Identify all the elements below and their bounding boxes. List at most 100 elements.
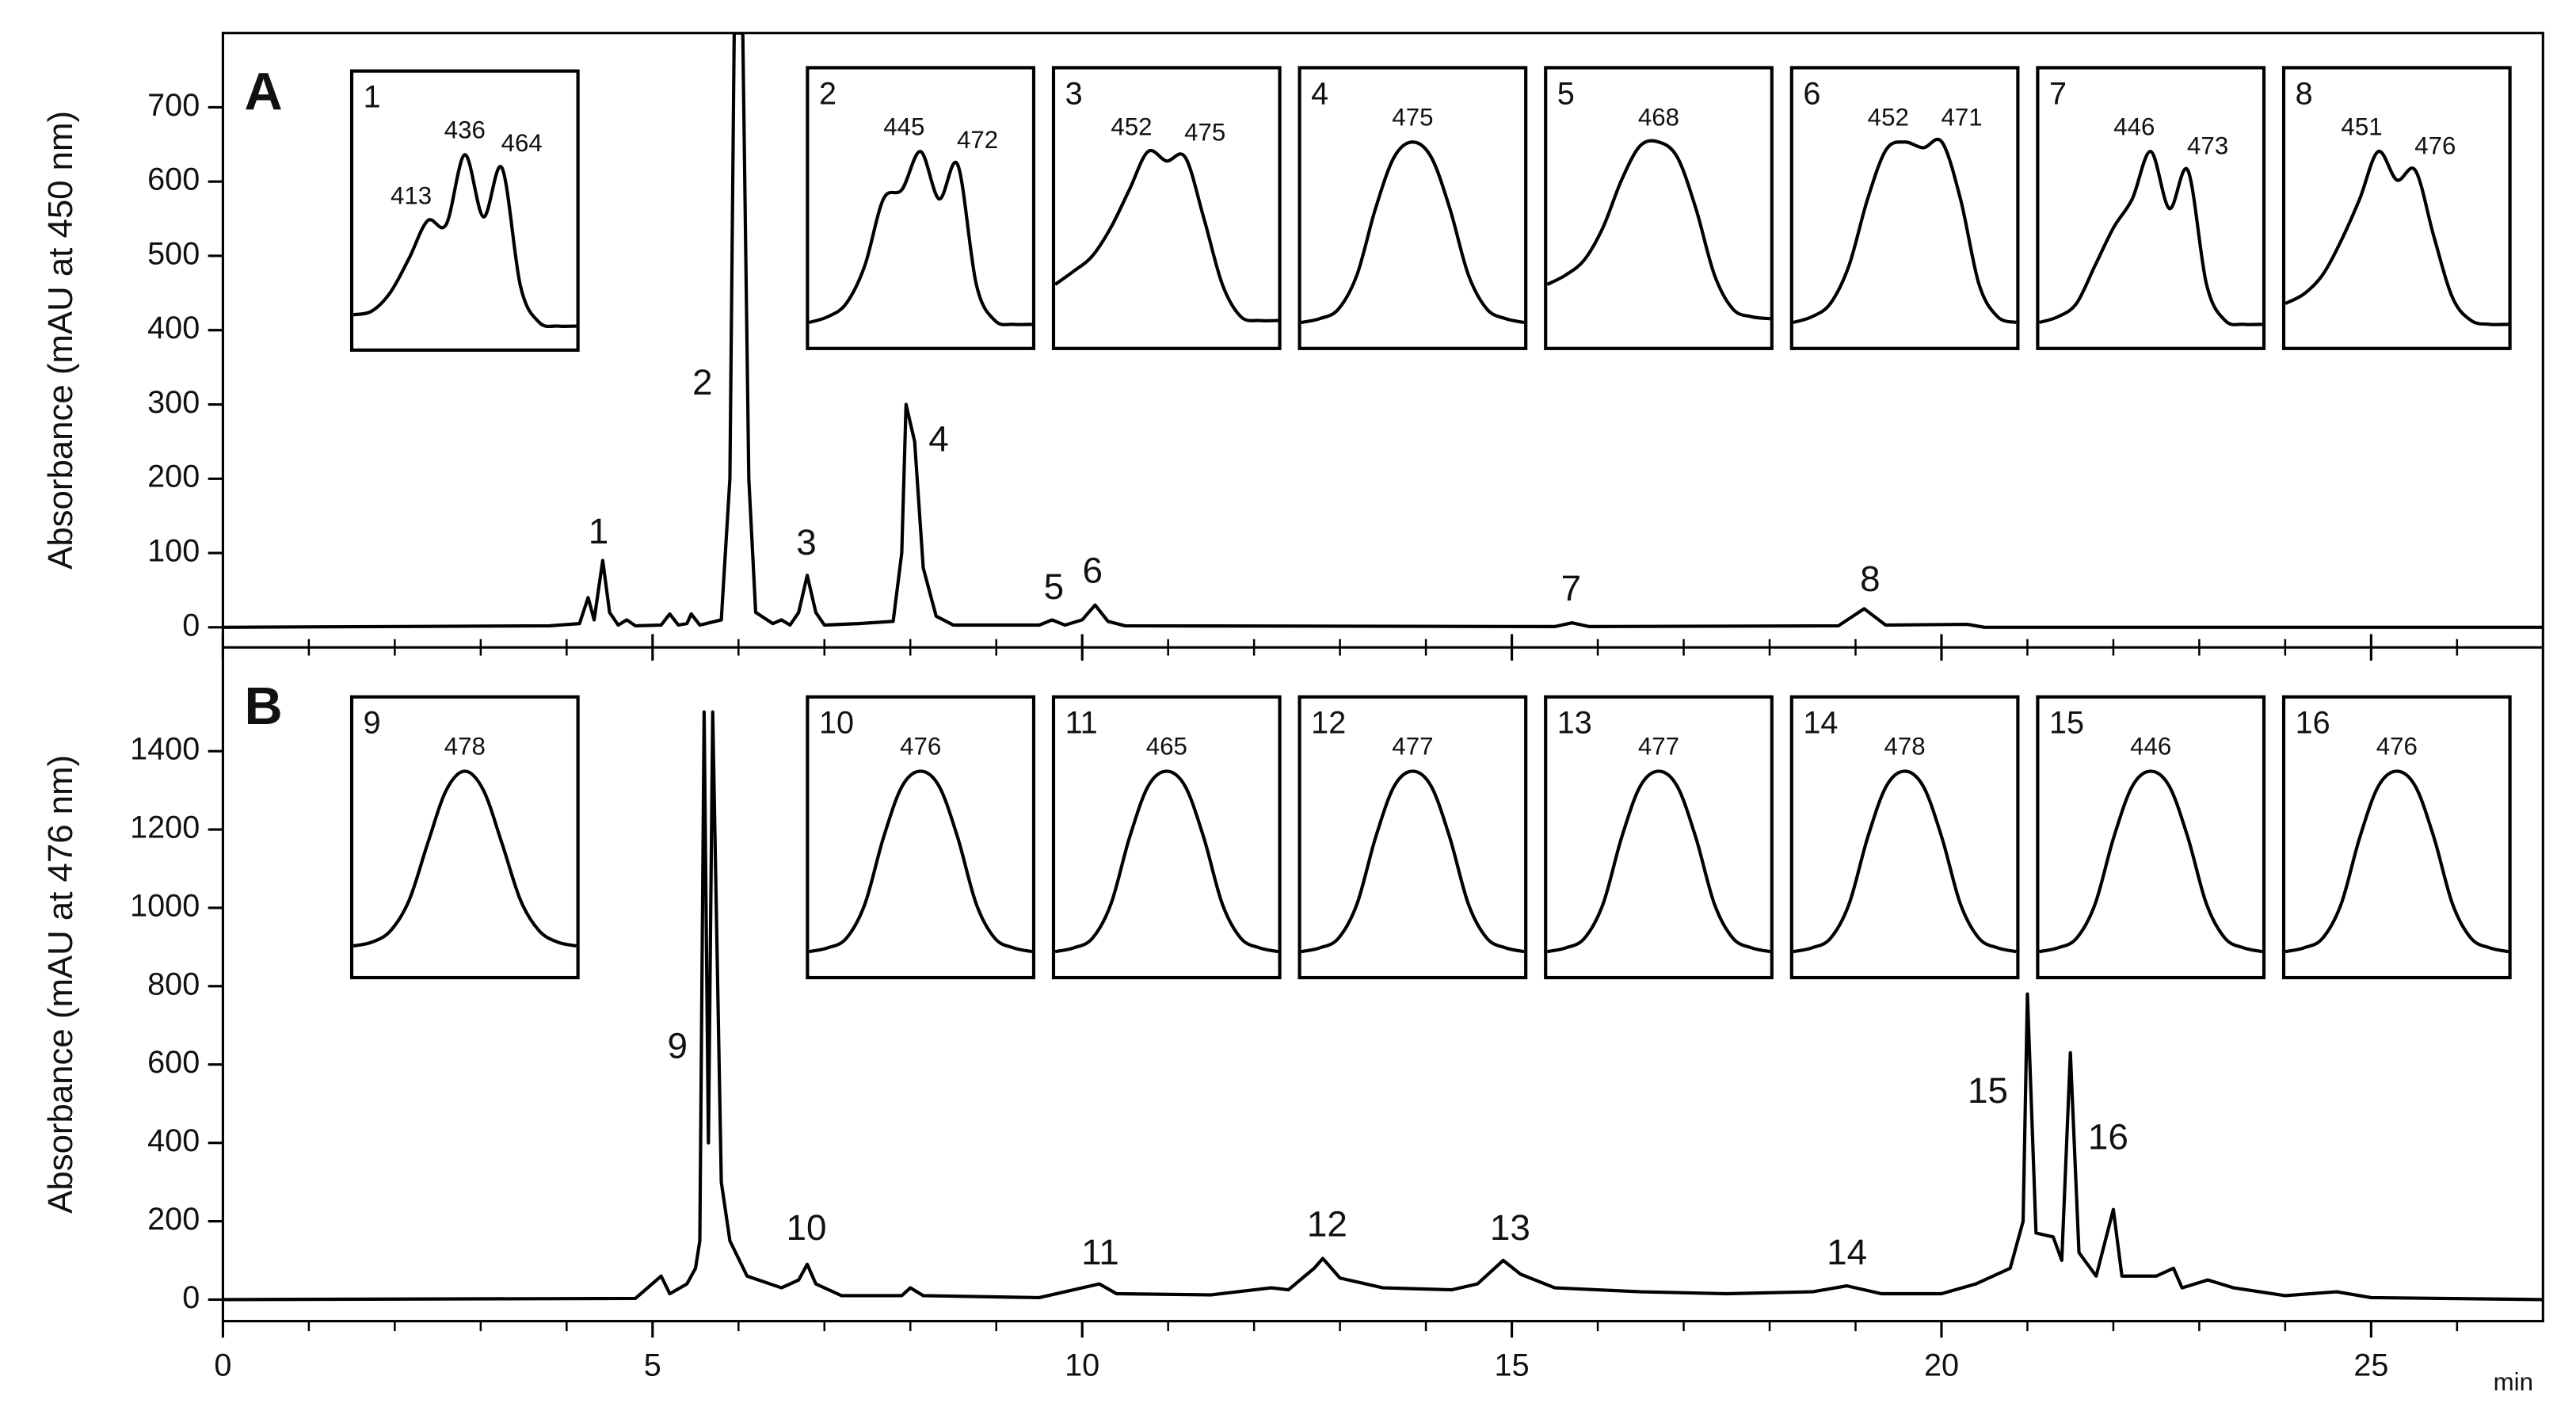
inset-spectrum — [808, 150, 1032, 326]
inset-wavelength: 478 — [1884, 733, 1926, 761]
inset-label: 2 — [819, 76, 836, 111]
x-tick-label: 10 — [1065, 1348, 1099, 1382]
inset-spectrum — [2284, 769, 2509, 954]
y-tick-label: 0 — [182, 1280, 200, 1315]
inset-label: 3 — [1065, 76, 1083, 111]
inset-spectrum — [1793, 769, 2017, 954]
inset-wavelength: 446 — [2113, 112, 2155, 140]
inset-wavelength: 465 — [1146, 733, 1187, 761]
y-tick-label: 700 — [147, 88, 200, 123]
x-tick-label: 0 — [214, 1348, 231, 1382]
peak-label: 9 — [668, 1025, 688, 1066]
x-tick-label: 5 — [644, 1348, 661, 1382]
inset-box — [1789, 695, 2020, 980]
inset-wavelength: 445 — [883, 112, 924, 140]
x-tick-label: 20 — [1924, 1348, 1959, 1382]
inset-box — [2036, 66, 2266, 350]
inset-box — [2036, 695, 2266, 980]
inset-spectrum — [1054, 769, 1278, 954]
inset-wavelength: 464 — [501, 129, 543, 157]
inset-wavelength: 477 — [1638, 733, 1679, 761]
inset-wavelength: 468 — [1638, 103, 1679, 131]
inset-box — [2281, 695, 2512, 980]
peak-label: 8 — [1860, 558, 1881, 599]
inset-label: 16 — [2296, 706, 2330, 741]
inset-spectrum — [2038, 150, 2262, 326]
chromatogram-trace — [223, 710, 2544, 1302]
inset-wavelength: 476 — [2414, 132, 2456, 159]
x-tick-label: 15 — [1495, 1348, 1530, 1382]
inset-spectrum — [2284, 150, 2509, 326]
inset-label: 8 — [2296, 76, 2313, 111]
panel-label: A — [245, 63, 283, 122]
y-tick-label: 300 — [147, 385, 200, 420]
peak-label: 10 — [786, 1207, 826, 1248]
inset-box — [1544, 695, 1774, 980]
inset-wavelength: 476 — [2376, 733, 2418, 761]
inset-wavelength: 413 — [391, 182, 432, 210]
inset-box — [349, 69, 580, 352]
inset-wavelength: 477 — [1392, 733, 1433, 761]
inset-label: 14 — [1803, 706, 1838, 741]
inset-box — [1298, 695, 1528, 980]
inset-label: 5 — [1557, 76, 1575, 111]
inset-wavelength: 475 — [1392, 103, 1433, 131]
trace-group — [223, 710, 2544, 1302]
inset-box — [1544, 66, 1774, 350]
inset-spectrum — [1793, 137, 2017, 325]
plot-frame — [221, 32, 2544, 1323]
inset-spectrum — [2039, 769, 2263, 954]
inset-label: 4 — [1311, 76, 1328, 111]
inset-wavelength: 476 — [900, 733, 941, 761]
peak-label: 7 — [1561, 567, 1582, 608]
inset-wavelength: 475 — [1184, 119, 1225, 147]
peak-label: 2 — [692, 361, 713, 402]
inset-wavelength: 446 — [2130, 733, 2171, 761]
peak-label: 6 — [1082, 549, 1103, 590]
y-tick-label: 800 — [147, 967, 200, 1001]
inset-wavelength: 471 — [1941, 103, 1982, 131]
inset-wavelength: 478 — [444, 733, 486, 761]
inset-label: 7 — [2049, 76, 2067, 111]
y-tick-label: 1200 — [130, 810, 200, 845]
y-axis-label: Absorbance (mAU at 450 nm) — [41, 111, 80, 570]
inset-label: 6 — [1803, 76, 1820, 111]
inset-label: 12 — [1311, 706, 1346, 741]
inset-label: 9 — [364, 706, 381, 741]
inset-wavelength: 451 — [2341, 112, 2382, 140]
x-axis-label: min — [2494, 1368, 2533, 1396]
inset-box — [1298, 66, 1528, 350]
peak-label: 12 — [1307, 1203, 1347, 1245]
peak-label: 4 — [928, 418, 949, 459]
inset-wavelength: 452 — [1868, 103, 1909, 131]
panel-label: B — [245, 677, 283, 736]
peak-label: 15 — [1968, 1070, 2008, 1111]
peak-label: 13 — [1490, 1207, 1530, 1248]
inset-box — [1051, 695, 1282, 980]
inset-spectrum — [1546, 139, 1770, 321]
peak-label: 11 — [1081, 1231, 1119, 1272]
y-tick-label: 400 — [147, 1123, 200, 1158]
inset-spectrum — [809, 769, 1033, 954]
inset-spectrum — [352, 769, 577, 948]
y-axis-label: Absorbance (mAU at 476 nm) — [41, 755, 80, 1214]
inset-spectrum — [1301, 769, 1525, 954]
inset-box — [806, 695, 1036, 980]
inset-spectrum — [352, 153, 577, 329]
chromatogram-trace — [223, 32, 2544, 629]
inset-label: 1 — [364, 80, 381, 115]
peak-label: 3 — [796, 521, 817, 562]
inset-wavelength: 473 — [2187, 132, 2228, 159]
trace-group — [223, 32, 2544, 629]
inset-wavelength: 472 — [957, 126, 998, 154]
peak-label: 14 — [1827, 1231, 1867, 1272]
y-tick-label: 200 — [147, 459, 200, 494]
y-tick-label: 400 — [147, 311, 200, 345]
y-tick-label: 1000 — [130, 888, 200, 923]
inset-wavelength: 452 — [1111, 112, 1152, 140]
inset-box — [806, 66, 1036, 350]
inset-spectrum — [1054, 148, 1278, 323]
inset-spectrum — [1546, 769, 1771, 954]
y-tick-label: 0 — [182, 608, 200, 642]
